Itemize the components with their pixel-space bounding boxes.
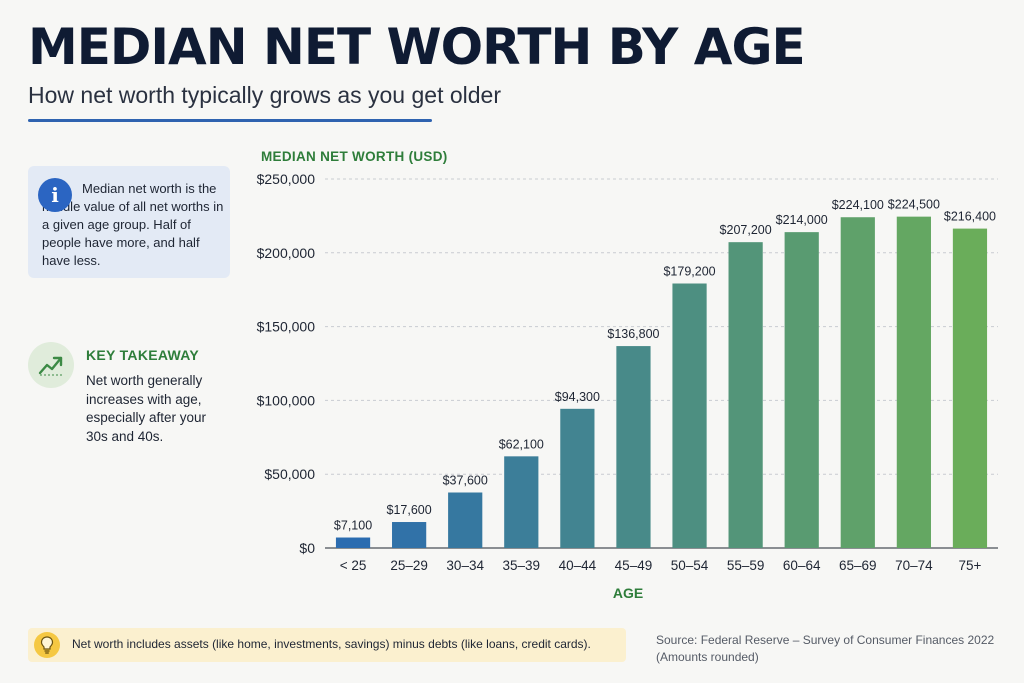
- y-tick-labels: $0 $50,000 $100,000 $150,000 $200,000 $250,00…: [257, 171, 316, 556]
- x-tick-label: 30–34: [446, 558, 484, 573]
- x-tick-label: 55–59: [727, 558, 765, 573]
- value-labels: $7,100 $17,600 $37,600 $62,100 $94,300 $136,8…: [334, 198, 996, 533]
- x-tick-label: 35–39: [503, 558, 541, 573]
- bar: [672, 283, 707, 548]
- info-box: Median net worth is the middle value of …: [28, 166, 230, 278]
- source-note: Source: Federal Reserve – Survey of Cons…: [656, 632, 996, 667]
- bar: [728, 242, 763, 548]
- y-axis-title: MEDIAN NET WORTH (USD): [261, 149, 448, 164]
- bar: [335, 537, 371, 548]
- info-icon: i: [38, 178, 72, 212]
- note-box: Net worth includes assets (like home, in…: [28, 628, 626, 662]
- bar: [504, 456, 539, 548]
- x-tick-label: 65–69: [839, 558, 877, 573]
- value-label: $207,200: [720, 223, 772, 237]
- info-text: Median net worth is the middle value of …: [42, 181, 224, 268]
- source-rounding-note: (Amounts rounded): [656, 650, 759, 665]
- page-title: MEDIAN NET WORTH BY AGE: [28, 18, 806, 76]
- grid-lines: [325, 178, 998, 549]
- bar: [840, 217, 875, 548]
- x-tick-label: 45–49: [615, 558, 653, 573]
- x-tick-label: 25–29: [390, 558, 428, 573]
- y-tick-label: $150,000: [257, 319, 316, 335]
- bar: [896, 216, 931, 548]
- y-tick-label: $200,000: [257, 245, 316, 261]
- lightbulb-icon: [34, 632, 60, 658]
- bar: [560, 408, 595, 548]
- value-label: $224,100: [832, 198, 884, 212]
- bar: [616, 346, 651, 548]
- title-underline: [28, 119, 432, 122]
- value-label: $62,100: [499, 437, 544, 451]
- value-label: $17,600: [387, 503, 432, 517]
- takeaway-title: KEY TAKEAWAY: [86, 347, 200, 363]
- value-label: $7,100: [334, 519, 372, 533]
- y-tick-label: $100,000: [257, 392, 316, 408]
- bar: [784, 232, 819, 549]
- bar: [392, 522, 427, 548]
- x-tick-label: 70–74: [895, 558, 933, 573]
- x-tick-labels: < 25 25–29 30–34 35–39 40–44 45–49 50–54 55–59 6…: [340, 558, 982, 573]
- value-label: $94,300: [555, 390, 600, 404]
- bar-chart: MEDIAN NET WORTH (USD) AGE $0 $50,000 $100…: [257, 149, 998, 601]
- note-text: Net worth includes assets (like home, in…: [72, 637, 591, 651]
- x-axis-title: AGE: [613, 585, 643, 601]
- value-label: $179,200: [663, 265, 715, 279]
- x-tick-label: 50–54: [671, 558, 709, 573]
- value-label: $37,600: [443, 474, 488, 488]
- y-tick-label: $50,000: [264, 466, 315, 482]
- x-tick-label: < 25: [340, 558, 367, 573]
- y-tick-label: $250,000: [257, 171, 316, 187]
- value-label: $136,800: [607, 327, 659, 341]
- value-label: $216,400: [944, 210, 996, 224]
- value-label: $214,000: [776, 213, 828, 227]
- value-label: $224,500: [888, 198, 940, 212]
- takeaway-text: Net worth generally increases with age, …: [86, 373, 207, 444]
- y-tick-label: $0: [299, 540, 315, 556]
- x-tick-label: 60–64: [783, 558, 821, 573]
- x-tick-label: 40–44: [559, 558, 597, 573]
- x-tick-label: 75+: [959, 558, 982, 573]
- trend-up-icon: [28, 342, 74, 388]
- page-subtitle: How net worth typically grows as you get…: [28, 82, 501, 108]
- source-line: Source: Federal Reserve – Survey of Cons…: [656, 633, 995, 647]
- bars: [335, 216, 988, 549]
- bar: [952, 228, 988, 548]
- bar: [448, 492, 483, 548]
